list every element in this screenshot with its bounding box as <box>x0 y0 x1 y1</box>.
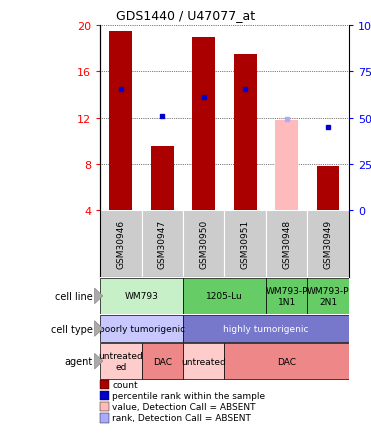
Bar <box>183 315 349 342</box>
Bar <box>316 167 339 210</box>
Text: highly tumorigenic: highly tumorigenic <box>223 324 309 333</box>
Bar <box>183 278 266 314</box>
Bar <box>100 210 142 278</box>
Bar <box>142 343 183 379</box>
Text: untreated
ed: untreated ed <box>99 352 143 371</box>
Text: GSM30949: GSM30949 <box>324 220 332 269</box>
Text: DAC: DAC <box>277 357 296 366</box>
Bar <box>307 210 349 278</box>
Bar <box>100 315 183 342</box>
Text: GSM30950: GSM30950 <box>199 220 208 269</box>
Text: count: count <box>112 380 138 389</box>
Bar <box>142 210 183 278</box>
Bar <box>224 210 266 278</box>
Text: cell line: cell line <box>55 291 93 301</box>
Bar <box>275 121 298 210</box>
Bar <box>307 278 349 314</box>
Bar <box>109 32 132 210</box>
Bar <box>100 278 183 314</box>
Text: untreated: untreated <box>181 357 226 366</box>
Bar <box>192 38 215 210</box>
Text: DAC: DAC <box>153 357 172 366</box>
Text: GSM30946: GSM30946 <box>116 220 125 269</box>
Text: percentile rank within the sample: percentile rank within the sample <box>112 391 265 400</box>
Text: GSM30947: GSM30947 <box>158 220 167 269</box>
Text: 1205-Lu: 1205-Lu <box>206 292 243 301</box>
Text: value, Detection Call = ABSENT: value, Detection Call = ABSENT <box>112 402 256 411</box>
Bar <box>224 343 349 379</box>
Bar <box>183 343 224 379</box>
Bar <box>266 278 307 314</box>
Bar <box>266 210 307 278</box>
Text: WM793-P
1N1: WM793-P 1N1 <box>265 286 308 306</box>
Text: GDS1440 / U47077_at: GDS1440 / U47077_at <box>116 9 255 22</box>
Bar <box>151 147 174 210</box>
Text: WM793: WM793 <box>125 292 158 301</box>
Text: agent: agent <box>65 356 93 366</box>
Text: cell type: cell type <box>51 324 93 334</box>
Text: GSM30951: GSM30951 <box>241 220 250 269</box>
Text: poorly tumorigenic: poorly tumorigenic <box>99 324 185 333</box>
Bar <box>100 343 142 379</box>
Bar <box>234 55 257 210</box>
Text: GSM30948: GSM30948 <box>282 220 291 269</box>
Bar <box>183 210 224 278</box>
Text: WM793-P
2N1: WM793-P 2N1 <box>307 286 349 306</box>
Text: rank, Detection Call = ABSENT: rank, Detection Call = ABSENT <box>112 413 251 422</box>
